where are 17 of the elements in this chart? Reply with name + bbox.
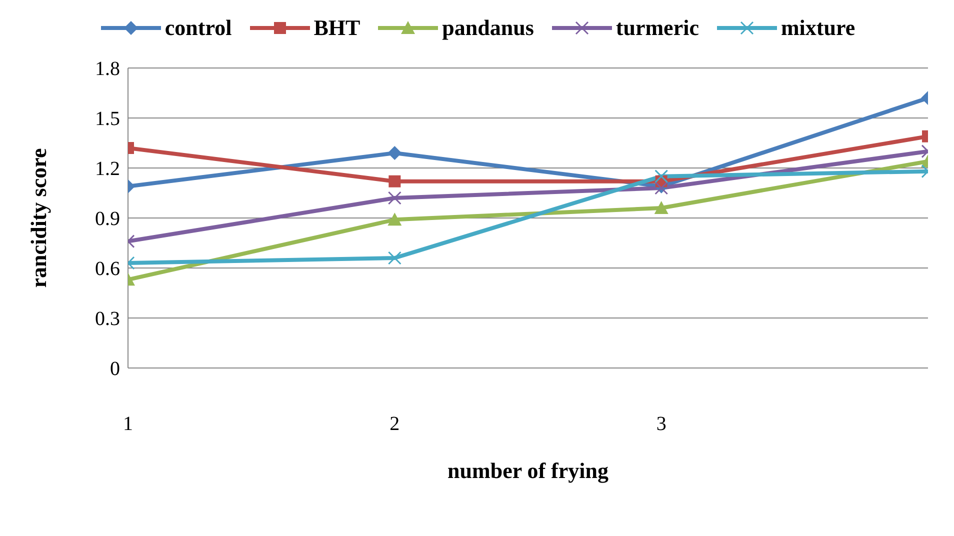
- x-tick-label: 1: [123, 413, 133, 436]
- y-tick-label: 0.6: [95, 258, 120, 280]
- y-tick-label: 0: [110, 358, 120, 380]
- legend-label: pandanus: [442, 15, 534, 41]
- y-tick-label: 0.3: [95, 308, 120, 330]
- legend-label: control: [164, 15, 232, 41]
- legend-label: BHT: [314, 15, 360, 41]
- legend-label: mixture: [780, 15, 856, 41]
- y-tick-label: 0.9: [95, 208, 120, 230]
- x-axis-title: number of frying: [448, 458, 608, 483]
- legend-label: turmeric: [616, 15, 699, 41]
- y-tick-label: 1.2: [95, 158, 120, 180]
- y-tick-label: 1.8: [95, 58, 120, 80]
- x-tick-label: 2: [390, 413, 400, 436]
- y-axis-title: rancidity score: [26, 148, 51, 288]
- y-tick-label: 1.5: [95, 108, 120, 130]
- x-tick-label: 3: [656, 413, 666, 436]
